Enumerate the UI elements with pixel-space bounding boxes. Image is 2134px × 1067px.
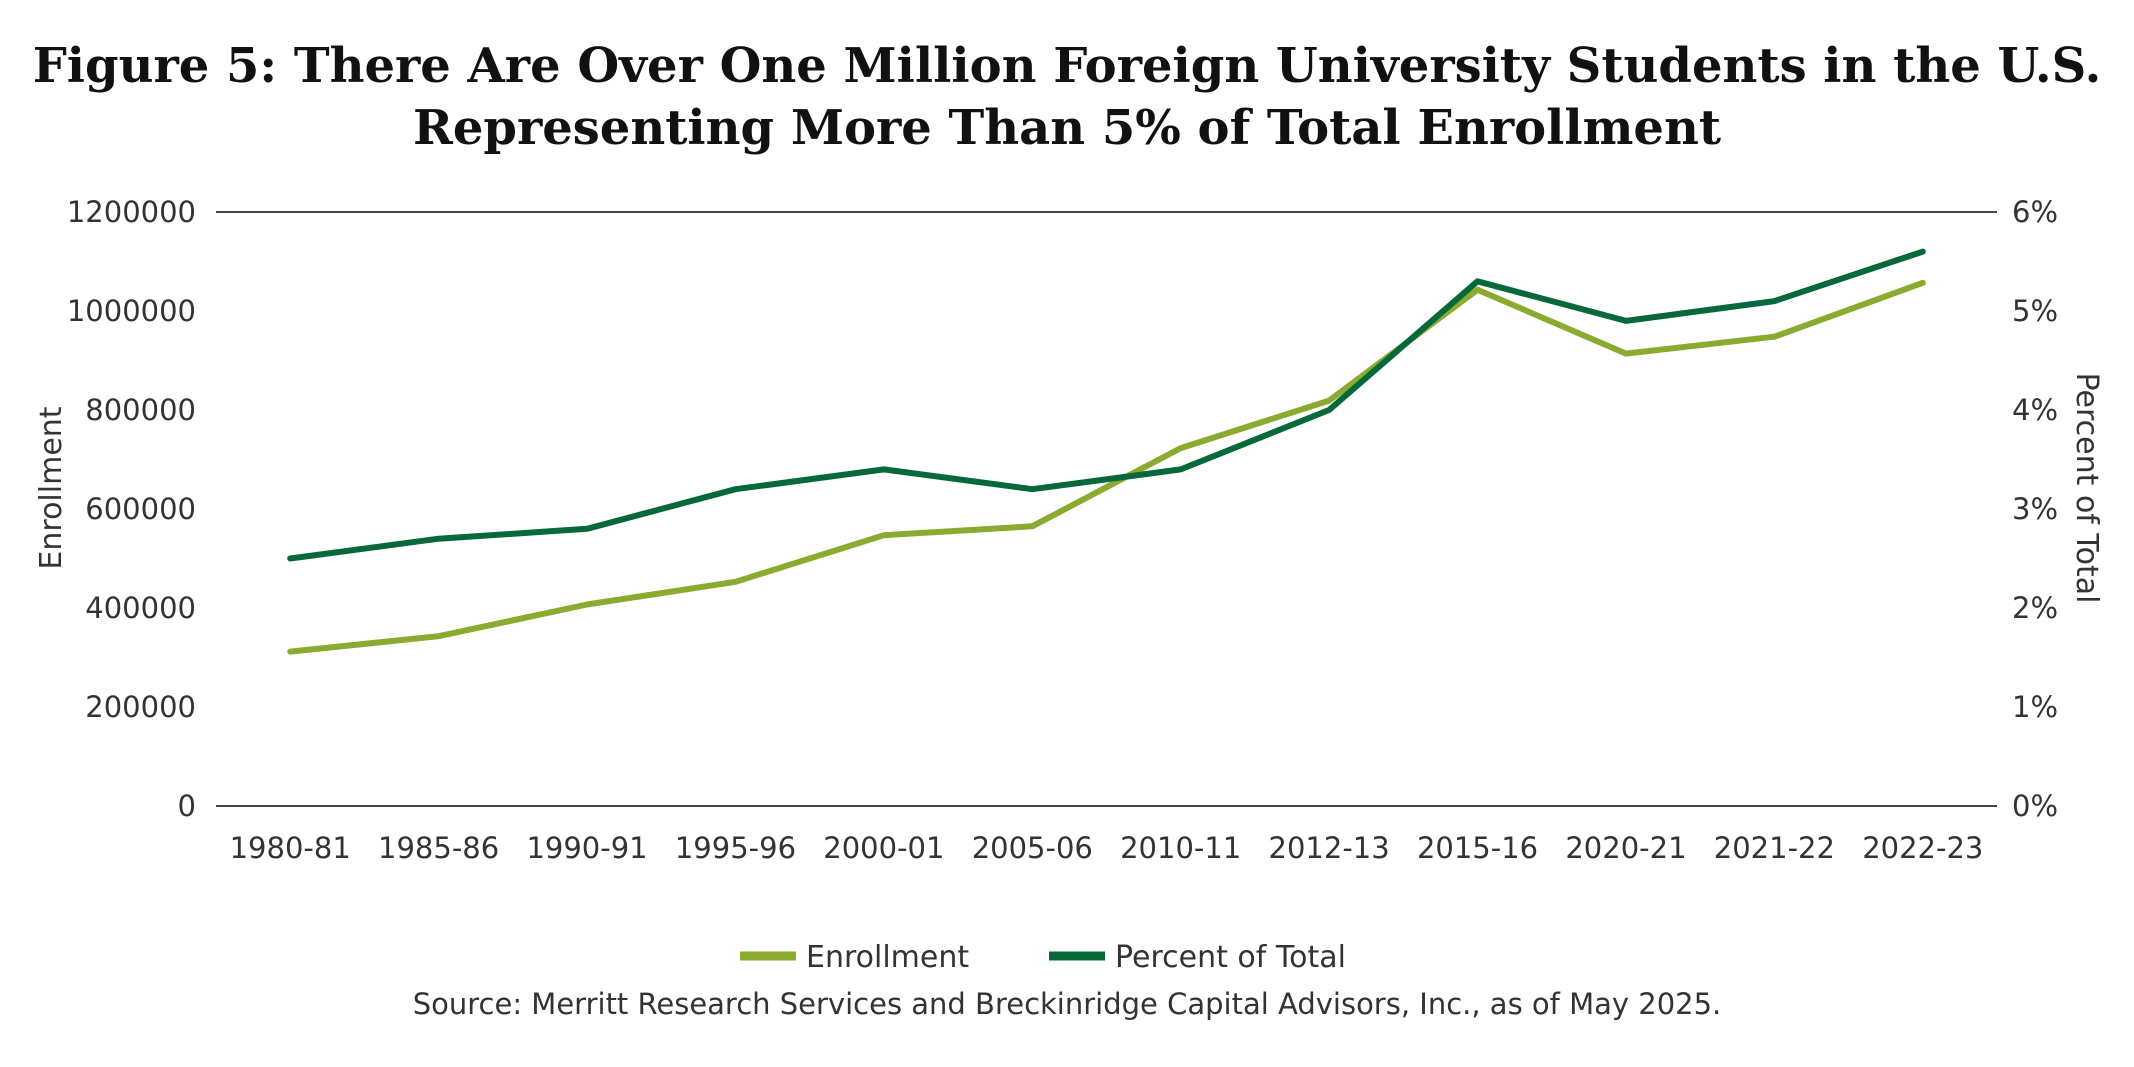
right-y-axis-ticks: 0% 1% 2% 3% 4% 5% 6% <box>2012 195 2058 823</box>
legend-label-percent-of-total: Percent of Total <box>1115 940 1346 975</box>
x-tick-label: 2000-01 <box>823 831 944 865</box>
legend-label-enrollment: Enrollment <box>806 940 969 975</box>
chart-title-line-2: Representing More Than 5% of Total Enrol… <box>413 100 1721 156</box>
left-tick-label: 400000 <box>85 591 196 625</box>
right-tick-label: 5% <box>2012 294 2058 328</box>
x-tick-label: 1990-91 <box>526 831 647 865</box>
right-tick-label: 4% <box>2012 393 2058 427</box>
x-tick-label: 1995-96 <box>675 831 796 865</box>
x-tick-label: 2022-23 <box>1862 831 1983 865</box>
right-tick-label: 6% <box>2012 195 2058 229</box>
chart-title-line-1: Figure 5: There Are Over One Million For… <box>33 38 2102 94</box>
left-y-axis-title: Enrollment <box>34 406 69 569</box>
legend-item-enrollment: Enrollment <box>740 940 969 975</box>
left-tick-label: 200000 <box>85 690 196 724</box>
left-tick-label: 1200000 <box>67 195 196 229</box>
series-line-percent-of-total <box>287 248 1926 562</box>
right-tick-label: 1% <box>2012 690 2058 724</box>
right-tick-label: 3% <box>2012 492 2058 526</box>
x-tick-label: 2005-06 <box>972 831 1093 865</box>
legend-item-percent-of-total: Percent of Total <box>1049 940 1346 975</box>
right-y-axis-title: Percent of Total <box>2069 373 2104 604</box>
left-tick-label: 600000 <box>85 492 196 526</box>
left-tick-label: 800000 <box>85 393 196 427</box>
legend: Enrollment Percent of Total <box>740 940 1346 975</box>
series-line-enrollment <box>287 279 1926 655</box>
source-note: Source: Merritt Research Services and Br… <box>413 987 1722 1021</box>
left-y-axis-ticks: 0 200000 400000 600000 800000 1000000 1200000 <box>67 195 196 823</box>
chart-title: Figure 5: There Are Over One Million For… <box>33 38 2102 156</box>
series-lines <box>287 248 1926 655</box>
x-tick-label: 2010-11 <box>1120 831 1241 865</box>
x-tick-label: 2012-13 <box>1269 831 1390 865</box>
axis-lines <box>216 211 1997 807</box>
right-tick-label: 0% <box>2012 789 2058 823</box>
left-tick-label: 0 <box>178 789 196 823</box>
x-tick-label: 2015-16 <box>1417 831 1538 865</box>
right-tick-label: 2% <box>2012 591 2058 625</box>
x-tick-label: 1985-86 <box>378 831 499 865</box>
left-tick-label: 1000000 <box>67 294 196 328</box>
x-tick-label: 2020-21 <box>1565 831 1686 865</box>
x-tick-label: 2021-22 <box>1714 831 1835 865</box>
x-axis-ticks: 1980-81 1985-86 1990-91 1995-96 2000-01 2005-… <box>230 831 1984 865</box>
x-tick-label: 1980-81 <box>230 831 351 865</box>
